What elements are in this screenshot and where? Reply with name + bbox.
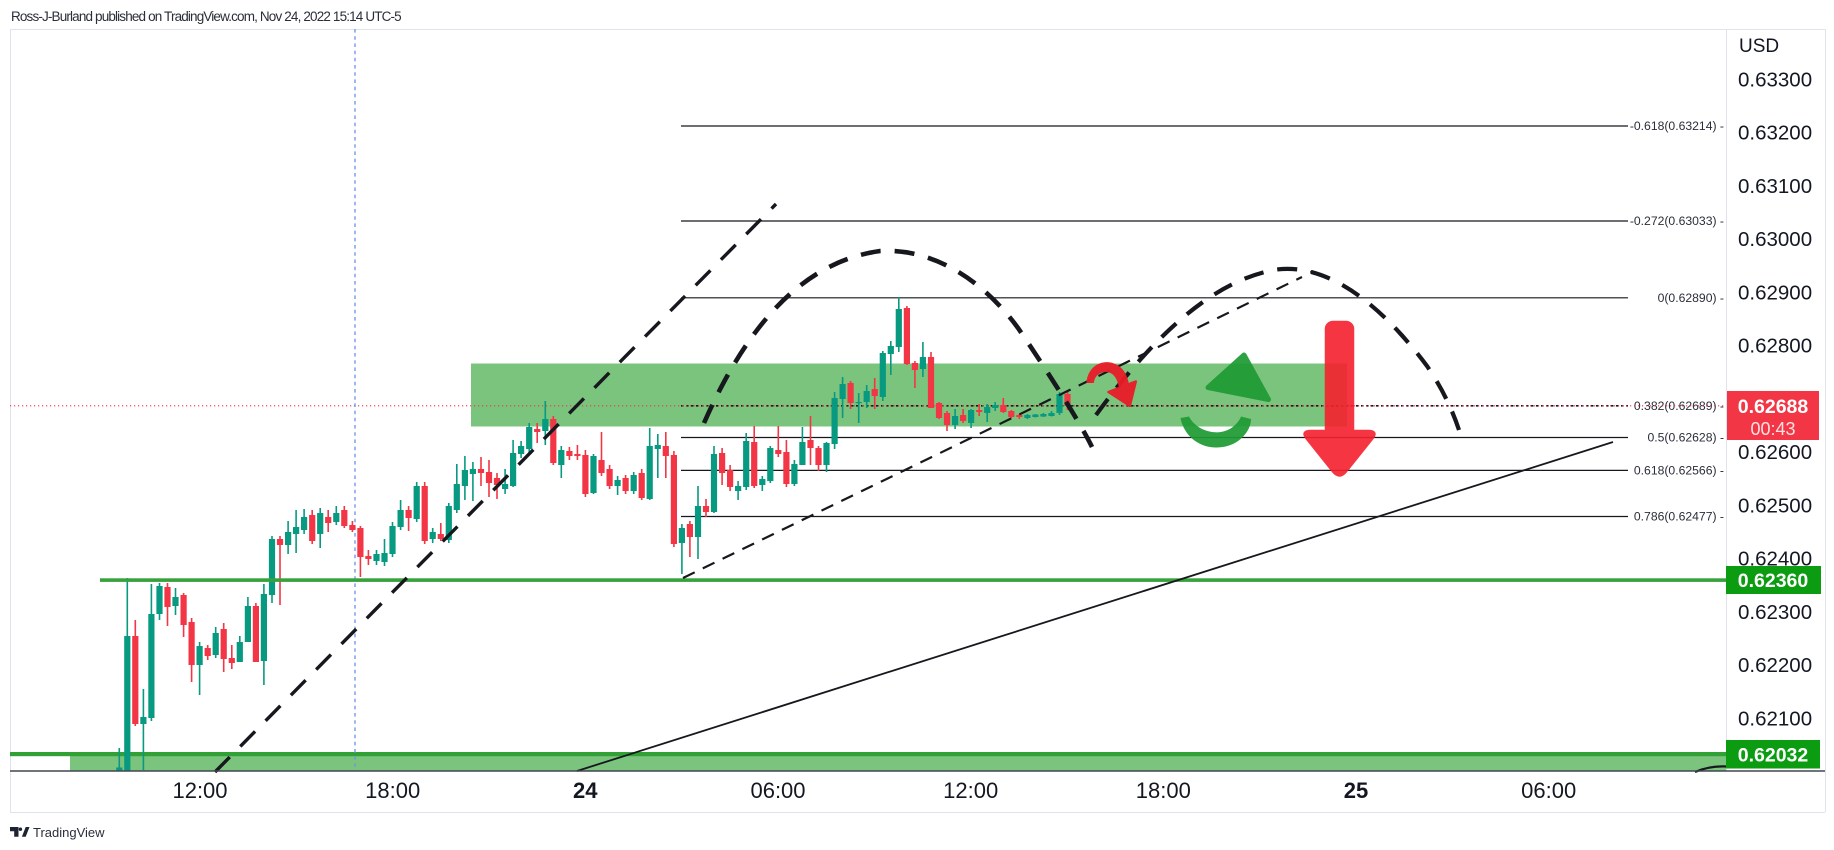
svg-text:0.62100: 0.62100	[1738, 707, 1812, 730]
svg-text:0(0.62890) -: 0(0.62890) -	[1658, 291, 1724, 305]
svg-text:0.62688: 0.62688	[1738, 396, 1809, 418]
svg-text:0.63200: 0.63200	[1738, 122, 1812, 145]
svg-text:12:00: 12:00	[943, 778, 998, 803]
svg-text:0.63000: 0.63000	[1738, 228, 1812, 251]
svg-text:18:00: 18:00	[1136, 778, 1191, 803]
svg-text:0.618(0.62566) -: 0.618(0.62566) -	[1634, 463, 1724, 477]
svg-text:12:00: 12:00	[172, 778, 227, 803]
svg-text:-0.272(0.63033) -: -0.272(0.63033) -	[1630, 214, 1724, 228]
svg-text:0.62200: 0.62200	[1738, 654, 1812, 677]
svg-text:18:00: 18:00	[365, 778, 420, 803]
svg-text:0.62032: 0.62032	[1738, 745, 1809, 767]
svg-text:0.62900: 0.62900	[1738, 281, 1812, 304]
svg-text:0.5(0.62628) -: 0.5(0.62628) -	[1647, 431, 1724, 445]
svg-text:0.62360: 0.62360	[1738, 570, 1809, 592]
svg-text:0.63300: 0.63300	[1738, 68, 1812, 91]
svg-text:0.62600: 0.62600	[1738, 441, 1812, 464]
svg-text:06:00: 06:00	[1521, 778, 1576, 803]
svg-text:24: 24	[573, 778, 598, 803]
svg-text:0.62500: 0.62500	[1738, 494, 1812, 517]
svg-text:0.62400: 0.62400	[1738, 548, 1812, 571]
svg-text:TradingView: TradingView	[33, 825, 105, 840]
svg-text:Ross-J-Burland published on Tr: Ross-J-Burland published on TradingView.…	[11, 9, 401, 24]
svg-text:25: 25	[1344, 778, 1368, 803]
svg-text:0.786(0.62477) -: 0.786(0.62477) -	[1634, 510, 1724, 524]
svg-text:USD: USD	[1739, 36, 1779, 57]
svg-text:00:43: 00:43	[1750, 419, 1795, 439]
svg-text:0.62300: 0.62300	[1738, 601, 1812, 624]
svg-text:0.63100: 0.63100	[1738, 175, 1812, 198]
svg-text:0.62800: 0.62800	[1738, 335, 1812, 358]
svg-text:-0.618(0.63214) -: -0.618(0.63214) -	[1630, 119, 1724, 133]
svg-text:06:00: 06:00	[750, 778, 805, 803]
